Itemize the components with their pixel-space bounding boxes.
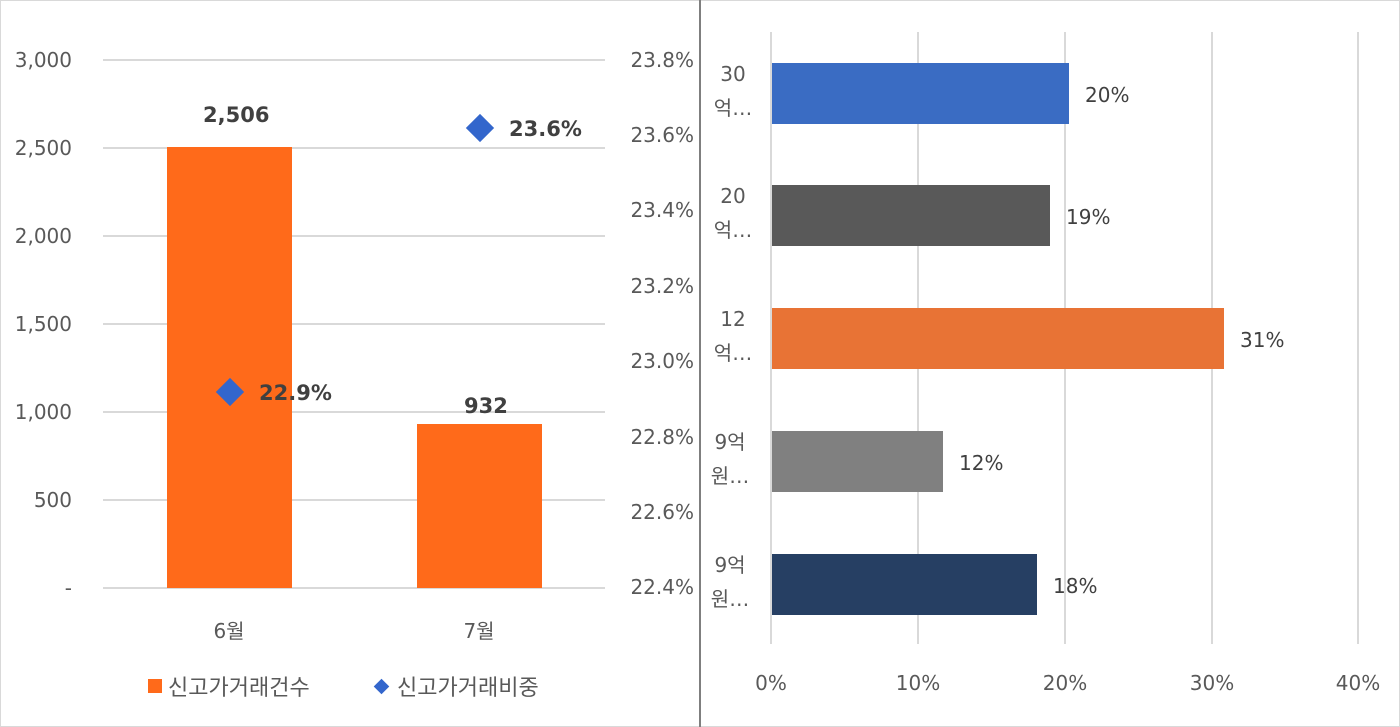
category-line: 30 <box>720 62 746 86</box>
bar-label-july: 932 <box>464 394 508 418</box>
legend-item-ratio: 신고가거래비중 <box>372 670 539 702</box>
gridline <box>103 499 605 501</box>
category-line: 9억 <box>714 553 746 577</box>
x-tick: 0% <box>755 671 787 695</box>
category-line: 9억 <box>714 430 746 454</box>
category-line: 원… <box>710 464 750 488</box>
legend-label: 신고가거래건수 <box>168 676 310 701</box>
x-tick: 20% <box>1042 671 1088 695</box>
x-category: 6월 <box>213 619 245 643</box>
legend-label: 신고가거래비중 <box>397 676 539 701</box>
y-tick: 2,500 <box>14 136 72 160</box>
chart-divider <box>699 0 701 727</box>
y2-tick: 23.2% <box>630 274 694 298</box>
gridline <box>103 411 605 413</box>
hbar-5 <box>772 554 1037 615</box>
category-line: 억… <box>713 341 753 365</box>
y2-tick: 22.8% <box>630 425 694 449</box>
y2-tick: 23.4% <box>630 198 694 222</box>
gridline <box>1357 32 1359 644</box>
y2-tick: 23.6% <box>630 123 694 147</box>
category-label: 9억 원… <box>702 425 758 493</box>
category-line: 12 <box>720 307 746 331</box>
gridline <box>770 32 772 644</box>
y-tick: 1,500 <box>14 312 72 336</box>
y2-tick: 23.8% <box>630 48 694 72</box>
hbar-label: 20% <box>1085 83 1130 107</box>
hbar-2 <box>772 185 1050 246</box>
x-category: 7월 <box>463 619 495 643</box>
x-tick: 40% <box>1335 671 1381 695</box>
x-tick: 10% <box>895 671 941 695</box>
y-tick: 2,000 <box>14 224 72 248</box>
hbar-label: 18% <box>1053 574 1098 598</box>
gridline <box>103 147 605 149</box>
category-line: 20 <box>720 184 746 208</box>
point-label-june: 22.9% <box>259 381 332 405</box>
hbar-4 <box>772 431 943 492</box>
hbar-label: 12% <box>959 451 1004 475</box>
hbar-1 <box>772 63 1069 124</box>
x-tick: 30% <box>1189 671 1235 695</box>
y-tick: - <box>64 576 72 600</box>
category-line: 원… <box>710 587 750 611</box>
legend-diamond-icon <box>373 678 390 694</box>
hbar-3 <box>772 308 1224 369</box>
gridline <box>103 59 605 61</box>
legend-item-count: 신고가거래건수 <box>148 670 310 702</box>
legend-square-icon <box>148 679 162 693</box>
y-tick: 1,000 <box>14 400 72 424</box>
category-label: 12 억… <box>705 302 761 370</box>
category-line: 억… <box>713 218 753 242</box>
y2-tick: 22.4% <box>630 575 694 599</box>
hbar-label: 19% <box>1066 205 1111 229</box>
gridline <box>103 235 605 237</box>
point-label-july: 23.6% <box>509 117 582 141</box>
category-label: 20 억… <box>705 179 761 247</box>
category-line: 억… <box>713 96 753 120</box>
y-tick: 500 <box>33 488 72 512</box>
y2-tick: 23.0% <box>630 349 694 373</box>
gridline <box>103 323 605 325</box>
y2-tick: 22.6% <box>630 500 694 524</box>
bar-july <box>417 424 542 588</box>
category-label: 30 억… <box>705 57 761 125</box>
category-label: 9억 원… <box>702 548 758 616</box>
y-tick: 3,000 <box>14 48 72 72</box>
bar-label-june: 2,506 <box>203 103 270 127</box>
x-axis-line <box>103 587 605 589</box>
hbar-label: 31% <box>1240 328 1285 352</box>
bar-june <box>167 147 292 588</box>
